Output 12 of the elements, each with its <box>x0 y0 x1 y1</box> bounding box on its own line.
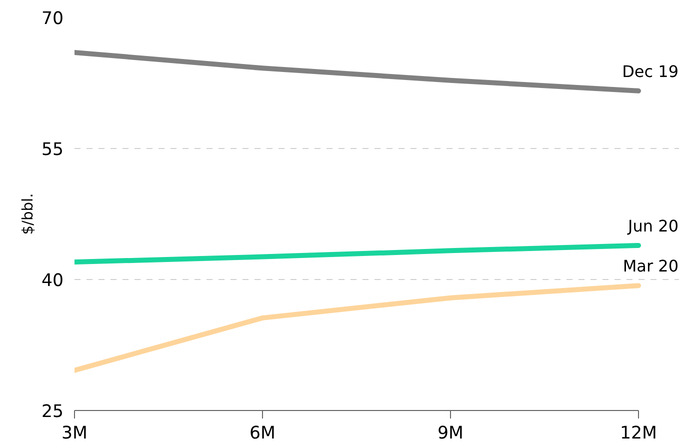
series-label: Jun 20 <box>627 216 679 236</box>
series-label: Dec 19 <box>622 62 678 81</box>
x-tick-label: 9M <box>438 424 464 444</box>
series-label: Mar 20 <box>622 256 679 276</box>
y-tick-label: 25 <box>41 402 64 422</box>
y-axis-title: $/bbl. <box>19 193 36 235</box>
x-tick-label: 3M <box>62 424 88 444</box>
x-tick-label: 12M <box>620 424 657 444</box>
y-tick-label: 40 <box>41 271 64 291</box>
y-tick-label: 70 <box>41 9 64 29</box>
x-tick-label: 6M <box>250 424 276 444</box>
y-tick-label: 55 <box>41 140 64 160</box>
